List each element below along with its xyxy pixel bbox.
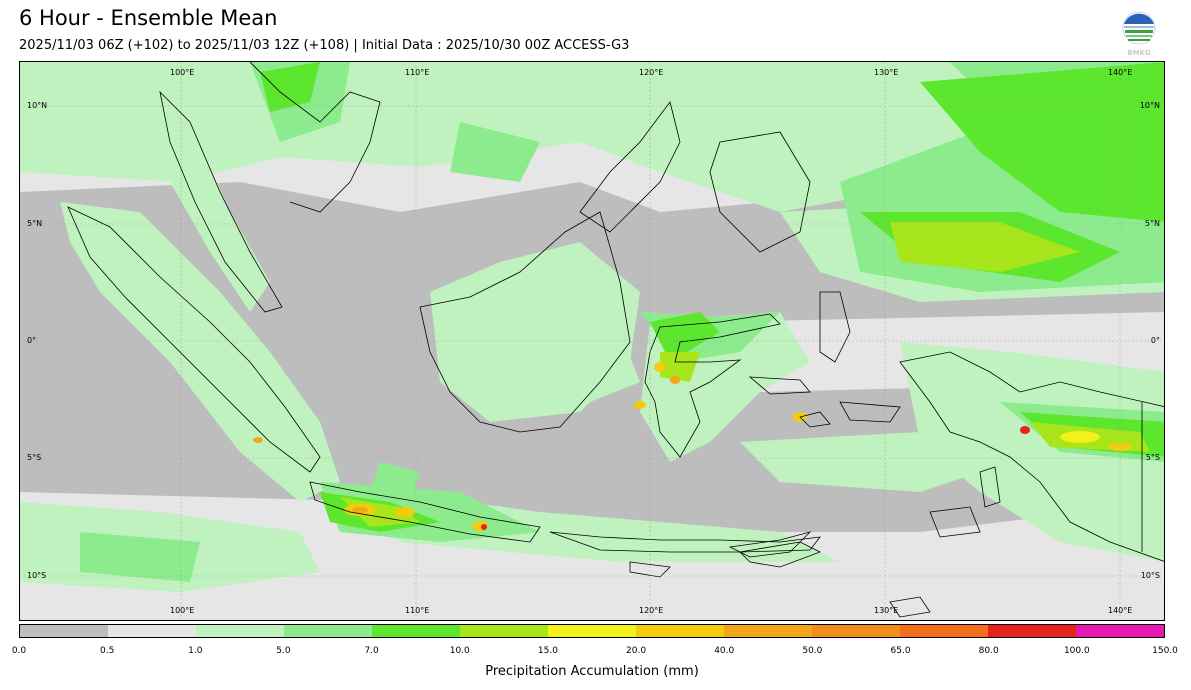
lat-label-left-0: 0°	[27, 336, 37, 345]
colorbar-segment	[284, 625, 372, 637]
colorbar-tick-label: 50.0	[802, 646, 823, 656]
colorbar-segment	[812, 625, 900, 637]
colorbar-tick-label: 100.0	[1063, 646, 1090, 656]
colorbar-tick-label: 20.0	[626, 646, 647, 656]
svg-text:BMKG: BMKG	[1127, 49, 1151, 57]
lat-label-left-10s: 10°S	[27, 571, 47, 580]
lat-label-right-10s: 10°S	[1140, 571, 1160, 580]
colorbar-segment	[196, 625, 284, 637]
colorbar-tick-label: 10.0	[449, 646, 470, 656]
lon-label-top-120: 120°E	[639, 68, 664, 77]
colorbar-tick-label: 0.0	[11, 646, 27, 656]
colorbar-tick-label: 80.0	[978, 646, 999, 656]
colorbar-segment	[988, 625, 1076, 637]
colorbar-segment	[20, 625, 108, 637]
lat-label-left-10n: 10°N	[27, 101, 48, 110]
lat-label-right-5s: 5°S	[1145, 453, 1160, 462]
lat-label-right-0: 0°	[1150, 336, 1160, 345]
page-title: 6 Hour - Ensemble Mean	[19, 6, 278, 30]
colorbar-tick-label: 15.0	[537, 646, 558, 656]
colorbar-tick-label: 0.5	[99, 646, 115, 656]
colorbar-tick-label: 40.0	[714, 646, 735, 656]
lat-label-right-10n: 10°N	[1139, 101, 1160, 110]
colorbar-tick-label: 5.0	[276, 646, 291, 656]
colorbar-tick-label: 7.0	[364, 646, 379, 656]
colorbar-tick-label: 1.0	[188, 646, 203, 656]
lon-label-top-140: 140°E	[1108, 68, 1133, 77]
colorbar	[19, 624, 1165, 638]
lon-label-top-100: 100°E	[170, 68, 195, 77]
lon-label-bottom-110: 110°E	[405, 606, 430, 615]
lat-label-right-5n: 5°N	[1144, 219, 1160, 228]
lon-label-bottom-100: 100°E	[170, 606, 195, 615]
page-subtitle: 2025/11/03 06Z (+102) to 2025/11/03 12Z …	[19, 38, 630, 53]
colorbar-segment	[372, 625, 460, 637]
lon-label-top-130: 130°E	[874, 68, 899, 77]
colorbar-segment	[724, 625, 812, 637]
colorbar-segment	[900, 625, 988, 637]
colorbar-segment	[108, 625, 196, 637]
colorbar-label: Precipitation Accumulation (mm)	[485, 664, 699, 679]
lat-label-left-5s: 5°S	[27, 453, 42, 462]
lon-label-bottom-120: 120°E	[639, 606, 664, 615]
bmkg-logo: BMKG	[1121, 11, 1157, 57]
lat-label-left-5n: 5°N	[27, 219, 43, 228]
lon-label-bottom-140: 140°E	[1108, 606, 1133, 615]
colorbar-tick-label: 150.0	[1152, 646, 1178, 656]
colorbar-tick-label: 65.0	[890, 646, 911, 656]
colorbar-segment	[1076, 625, 1164, 637]
precipitation-map: 100°E 110°E 120°E 130°E 140°E 100°E 110°…	[19, 61, 1165, 621]
colorbar-segment	[460, 625, 548, 637]
colorbar-segment	[636, 625, 724, 637]
lon-label-bottom-130: 130°E	[874, 606, 899, 615]
colorbar-segment	[548, 625, 636, 637]
lon-label-top-110: 110°E	[405, 68, 430, 77]
